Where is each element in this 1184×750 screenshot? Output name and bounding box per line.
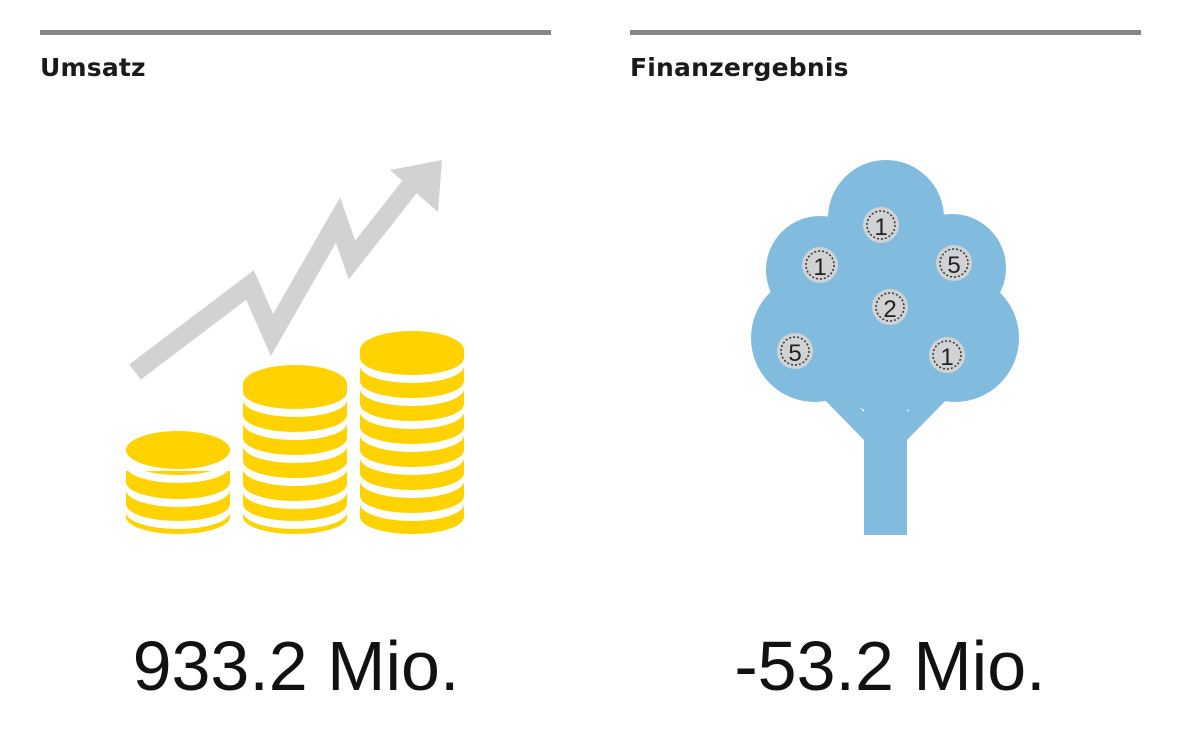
coin-stack-large-icon <box>360 331 464 534</box>
revenue-panel: Umsatz <box>40 0 552 750</box>
coin-stack-small-icon <box>126 431 230 534</box>
tree-coin-label: 5 <box>788 340 801 367</box>
tree-coin-icon: 5 <box>936 245 972 281</box>
tree-coin-label: 1 <box>874 214 887 241</box>
tree-coin-icon: 1 <box>863 207 899 243</box>
financial-result-value: -53.2 Mio. <box>734 627 1046 705</box>
tree-coin-label: 2 <box>883 296 896 323</box>
revenue-label: Umsatz <box>40 53 146 82</box>
growth-arrow-icon <box>129 160 442 380</box>
financial-result-divider <box>630 30 1141 35</box>
tree-coin-label: 1 <box>940 344 953 371</box>
revenue-value: 933.2 Mio. <box>132 627 460 705</box>
money-tree-icon: 1 1 5 2 5 1 <box>751 160 1019 535</box>
coin-stack-medium-icon <box>243 365 347 534</box>
tree-coin-label: 5 <box>947 252 960 279</box>
tree-coin-icon: 5 <box>777 333 813 369</box>
tree-coin-icon: 2 <box>872 289 908 325</box>
tree-coin-label: 1 <box>813 254 826 281</box>
financial-result-panel: Finanzergebnis 1 1 <box>630 0 1142 750</box>
tree-coin-icon: 1 <box>929 337 965 373</box>
financial-result-label: Finanzergebnis <box>630 53 849 82</box>
revenue-divider <box>40 30 551 35</box>
tree-coin-icon: 1 <box>802 247 838 283</box>
coins-growth-icon <box>126 160 464 534</box>
tree-icon <box>751 160 1019 535</box>
